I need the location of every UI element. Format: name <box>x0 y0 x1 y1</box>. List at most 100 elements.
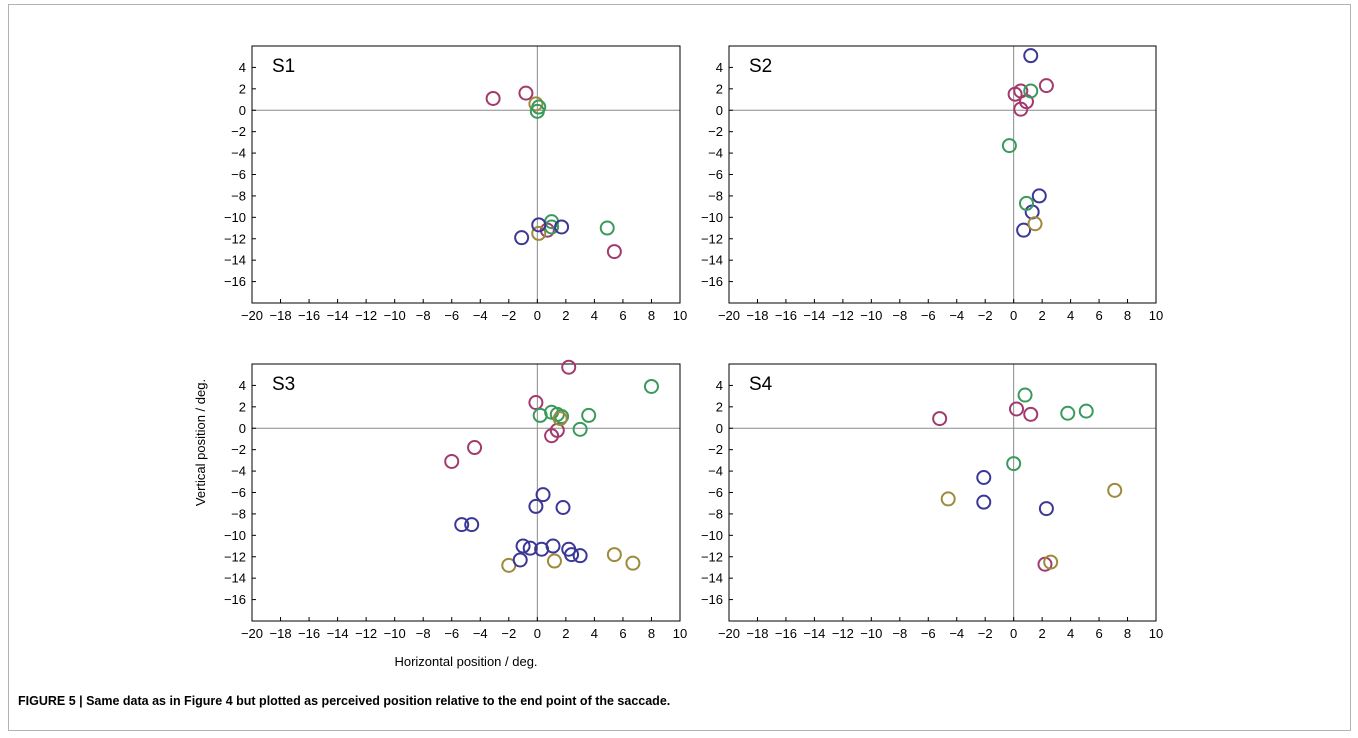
x-tick-label: 6 <box>619 308 626 323</box>
x-tick-label: 10 <box>1149 626 1163 641</box>
x-tick-label: −8 <box>892 308 907 323</box>
x-tick-label: −18 <box>270 308 292 323</box>
data-point-green <box>1018 195 1034 211</box>
data-point-green <box>554 408 570 424</box>
x-tick-label: −12 <box>832 308 854 323</box>
x-tick-label: 2 <box>562 626 569 641</box>
data-point-blue <box>528 498 544 514</box>
figure-caption: FIGURE 5 | Same data as in Figure 4 but … <box>18 694 671 708</box>
figure-frame <box>8 4 1351 731</box>
y-tick-label: −12 <box>701 549 723 564</box>
x-tick-label: −16 <box>775 308 797 323</box>
x-tick-label: 2 <box>562 308 569 323</box>
x-tick-label: 10 <box>1149 308 1163 323</box>
y-tick-label: −10 <box>224 210 246 225</box>
x-tick-label: −18 <box>746 626 768 641</box>
data-point-blue <box>1031 188 1047 204</box>
x-tick-label: −4 <box>949 308 964 323</box>
x-tick-label: −2 <box>501 626 516 641</box>
x-tick-label: 10 <box>673 626 687 641</box>
data-point-olive <box>552 411 568 427</box>
y-tick-label: −10 <box>701 528 723 543</box>
y-tick-label: −8 <box>231 188 246 203</box>
x-tick-label: −20 <box>718 308 740 323</box>
scatter-panel-3: −20 −18 −16 −14 −12 −10 −8 −6 −4 −2 0 2 4 6 8 10420−2−4… <box>193 359 687 669</box>
data-point-blue <box>545 538 561 554</box>
data-point-green <box>599 220 615 236</box>
x-tick-label: −20 <box>241 626 263 641</box>
x-tick-label: −14 <box>327 626 349 641</box>
data-point-magenta <box>444 453 460 469</box>
x-tick-label: −18 <box>270 626 292 641</box>
data-point-green <box>572 421 588 437</box>
data-point-green <box>643 378 659 394</box>
y-tick-label: 4 <box>239 60 246 75</box>
data-point-blue <box>1023 48 1039 64</box>
y-tick-label: 4 <box>716 60 723 75</box>
x-tick-label: 8 <box>648 308 655 323</box>
data-point-blue <box>531 217 547 233</box>
x-tick-label: 2 <box>1039 308 1046 323</box>
y-tick-label: −2 <box>708 124 723 139</box>
x-tick-label: −2 <box>978 626 993 641</box>
x-tick-label: −10 <box>860 308 882 323</box>
data-point-blue <box>564 547 580 563</box>
x-tick-label: −16 <box>775 626 797 641</box>
y-tick-label: −16 <box>701 274 723 289</box>
x-tick-label: 4 <box>1067 308 1074 323</box>
plot-frame <box>251 363 681 622</box>
data-point-blue <box>535 487 551 503</box>
data-point-blue <box>512 552 528 568</box>
data-point-magenta <box>485 90 501 106</box>
data-point-olive <box>606 547 622 563</box>
data-point-olive <box>1043 554 1059 570</box>
x-tick-label: 2 <box>1039 626 1046 641</box>
data-point-green <box>1001 138 1017 154</box>
y-tick-label: −2 <box>231 124 246 139</box>
x-tick-label: −18 <box>746 308 768 323</box>
plot-frame <box>728 363 1157 622</box>
x-tick-label: 6 <box>619 626 626 641</box>
data-point-blue <box>515 538 531 554</box>
data-point-blue <box>572 548 588 564</box>
panel-label: S1 <box>272 56 295 77</box>
x-tick-label: −12 <box>832 626 854 641</box>
x-tick-label: −20 <box>241 308 263 323</box>
data-point-blue <box>555 499 571 515</box>
y-tick-label: −8 <box>708 188 723 203</box>
x-tick-label: 10 <box>673 308 687 323</box>
y-tick-label: 0 <box>239 421 246 436</box>
data-point-magenta <box>1023 406 1039 422</box>
data-point-blue <box>976 494 992 510</box>
x-tick-label: −14 <box>803 308 825 323</box>
data-point-blue <box>1038 501 1054 517</box>
x-tick-label: −4 <box>473 626 488 641</box>
x-tick-label: 8 <box>648 626 655 641</box>
y-tick-label: −14 <box>701 571 723 586</box>
y-tick-label: −4 <box>231 464 246 479</box>
data-point-magenta <box>606 244 622 260</box>
x-tick-label: −14 <box>803 626 825 641</box>
scatter-panel-4: −20 −18 −16 −14 −12 −10 −8 −6 −4 −2 0 2 4 6 8 10420−2−4… <box>701 363 1163 641</box>
y-tick-label: −10 <box>224 528 246 543</box>
y-tick-label: −8 <box>231 506 246 521</box>
y-tick-label: −12 <box>224 549 246 564</box>
data-point-green <box>1023 83 1039 99</box>
y-tick-label: 0 <box>239 103 246 118</box>
x-tick-label: −4 <box>949 626 964 641</box>
x-tick-label: −8 <box>416 626 431 641</box>
x-tick-label: −16 <box>298 626 320 641</box>
y-tick-label: −2 <box>708 442 723 457</box>
y-tick-label: −16 <box>224 274 246 289</box>
y-tick-label: −12 <box>701 231 723 246</box>
y-axis-label: Vertical position / deg. <box>193 379 208 506</box>
data-point-magenta <box>518 85 534 101</box>
x-tick-label: −2 <box>978 308 993 323</box>
plot-frame <box>251 45 681 304</box>
scatter-panel-2: −20 −18 −16 −14 −12 −10 −8 −6 −4 −2 0 2 4 6 8 10420−2−4… <box>701 45 1163 323</box>
y-tick-label: 0 <box>716 103 723 118</box>
x-tick-label: −14 <box>327 308 349 323</box>
x-tick-label: 8 <box>1124 308 1131 323</box>
x-tick-label: 4 <box>591 626 598 641</box>
x-tick-label: 4 <box>591 308 598 323</box>
